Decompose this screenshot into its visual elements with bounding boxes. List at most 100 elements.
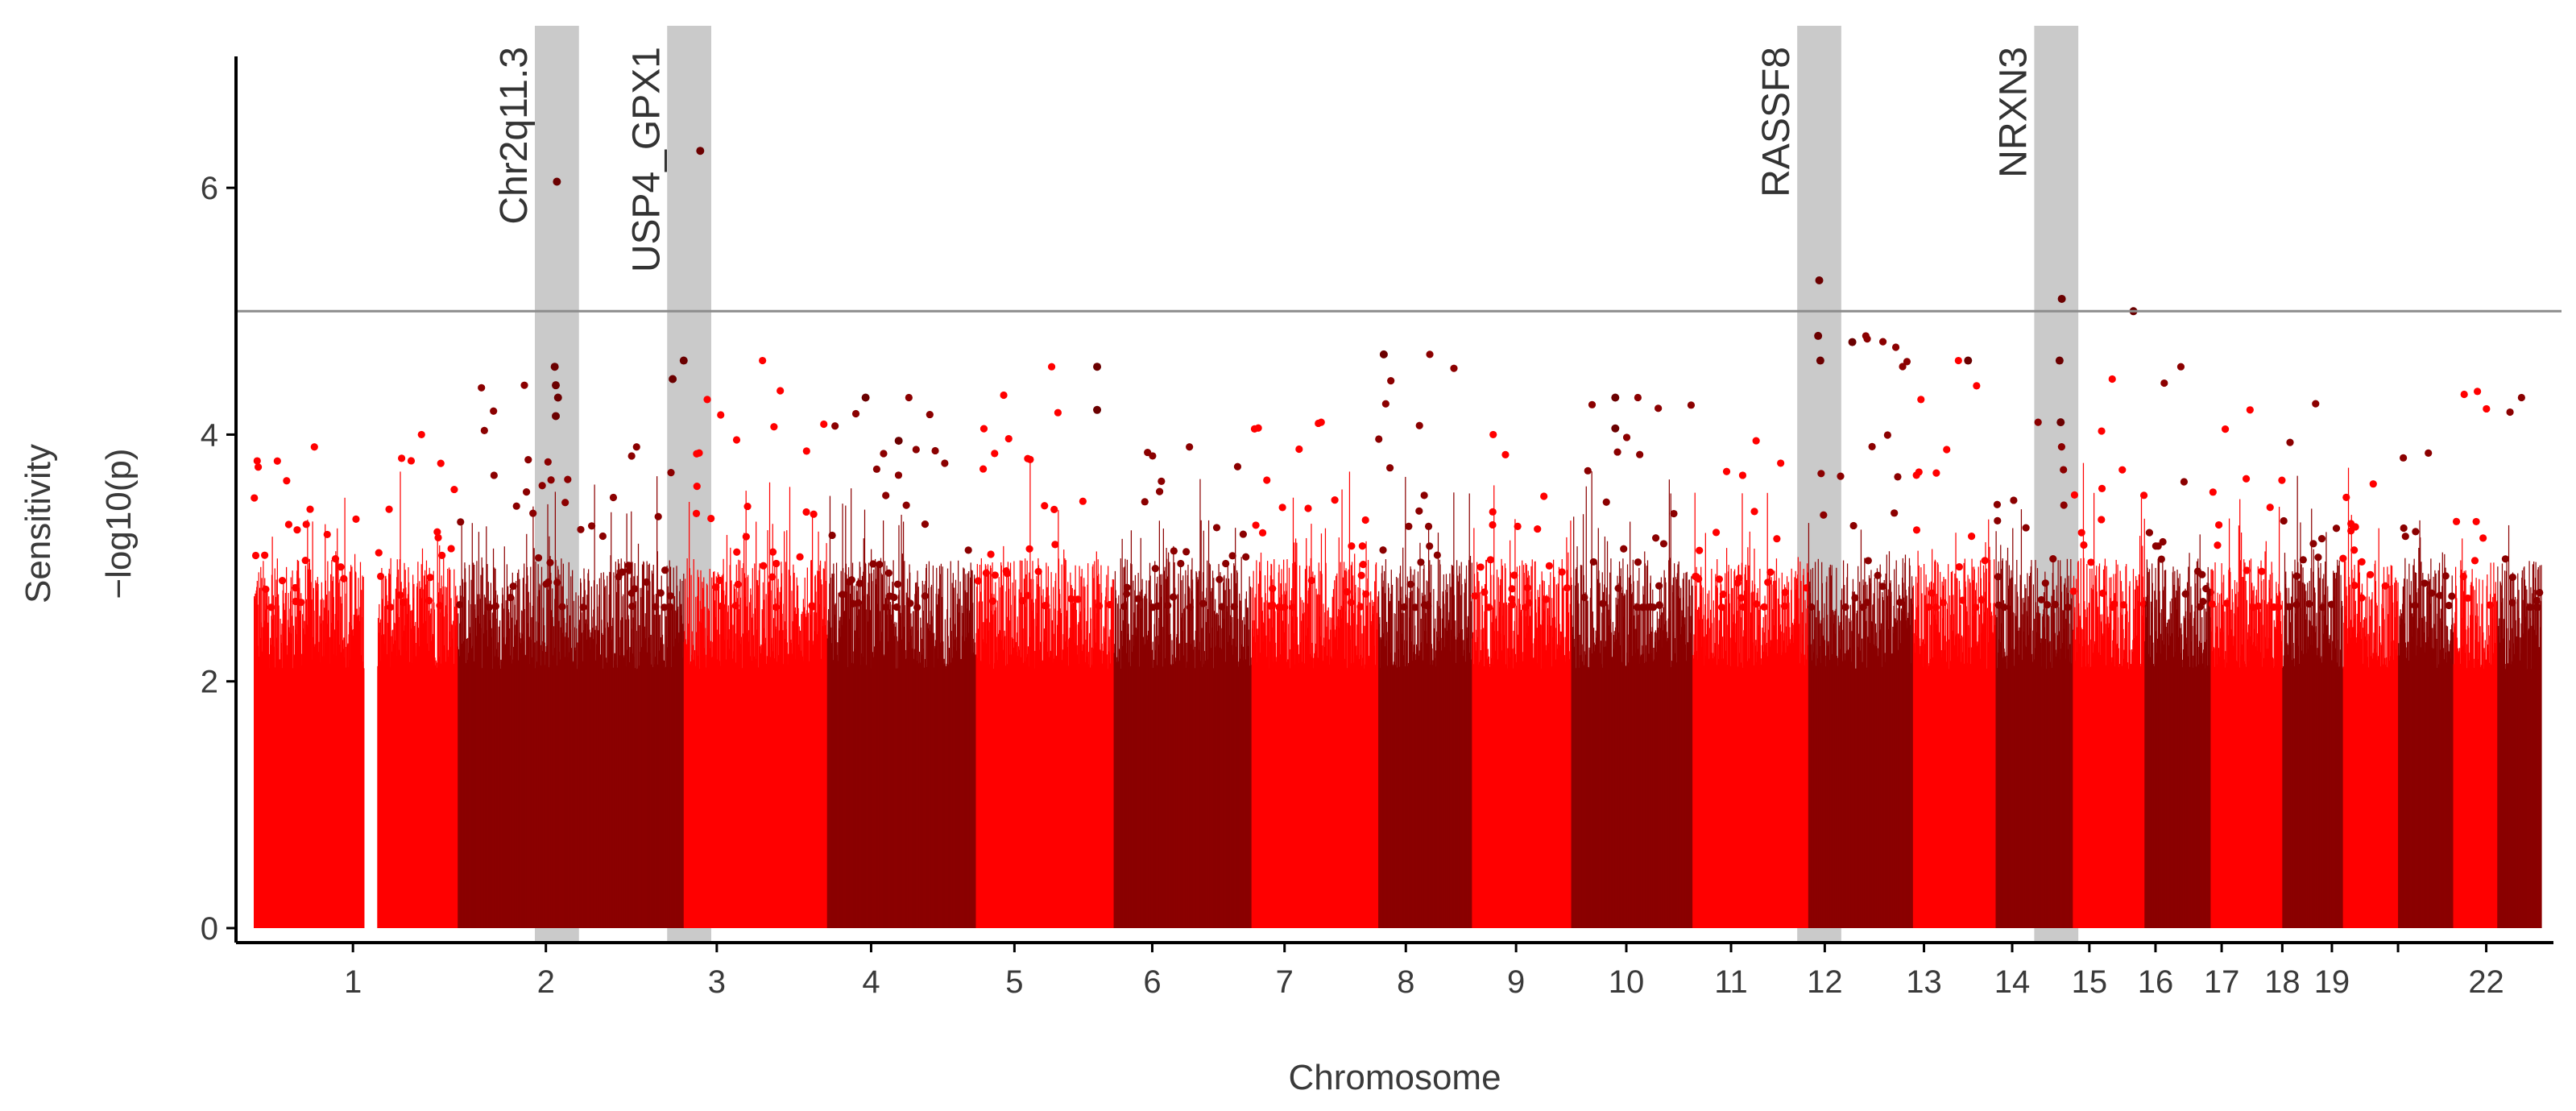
point-column-1-152: [453, 569, 455, 928]
point-column-16-34: [2012, 611, 2015, 928]
point-column-18-99: [2194, 572, 2196, 928]
point-column-4-203: [785, 628, 787, 928]
point-column-6-91: [1021, 561, 1023, 928]
point-column-20-9: [2287, 643, 2288, 928]
point-column-5-182: [918, 663, 920, 928]
point-column-17-133: [2139, 664, 2141, 928]
point-column-1-30: [392, 629, 394, 928]
point-column-0-97: [302, 628, 304, 928]
point-column-13-13: [1699, 607, 1700, 928]
point-4-12: [760, 562, 768, 570]
point-column-16-47: [2019, 630, 2021, 928]
point-column-6-240: [1096, 613, 1098, 928]
point-column-4-240: [804, 577, 806, 928]
point-1-10: [438, 551, 446, 559]
point-column-13-0: [1692, 655, 1694, 928]
point-column-6-257: [1104, 596, 1107, 928]
point-column-6-85: [1018, 589, 1020, 928]
point-column-9-132: [1444, 628, 1446, 928]
point-column-3-109: [633, 657, 636, 928]
point-column-15-27: [1926, 608, 1928, 928]
point-column-9-127: [1442, 591, 1443, 928]
point-column-8-71: [1286, 659, 1289, 928]
point-column-11-28: [1524, 637, 1526, 928]
point-column-0-86: [296, 559, 298, 928]
point-column-3-84: [621, 617, 623, 928]
point-column-10-2: [1472, 664, 1474, 928]
point-column-0-181: [345, 593, 346, 928]
point-column-2-5: [460, 595, 462, 928]
point-column-16-76: [2034, 618, 2036, 928]
point-1-0: [376, 572, 385, 580]
point-column-5-133: [893, 636, 895, 928]
point-column-4-4: [685, 644, 687, 928]
point-column-12-78: [1610, 558, 1612, 928]
point-column-7-168: [1198, 649, 1199, 928]
point-column-7-239: [1233, 566, 1236, 928]
point-column-8-7: [1255, 642, 1257, 928]
point-column-24-40: [2517, 573, 2519, 928]
point-column-10-39: [1491, 622, 1493, 928]
point-column-0-128: [317, 652, 320, 928]
point-column-18-84: [2186, 582, 2189, 928]
point-column-15-157: [1992, 632, 1994, 928]
point-column-21-59: [2372, 653, 2374, 928]
point-column-14-169: [1893, 605, 1895, 928]
point-12-23: [1643, 603, 1652, 611]
point-23-6: [2452, 517, 2461, 525]
point-column-12-77: [1609, 619, 1611, 928]
point-column-13-45: [1715, 574, 1717, 928]
point-column-14-74: [1845, 615, 1847, 928]
point-column-15-143: [1985, 542, 1986, 928]
point-column-19-101: [2261, 599, 2263, 928]
point-column-0-73: [290, 577, 292, 928]
point-column-4-67: [717, 572, 719, 928]
point-column-12-43: [1592, 642, 1594, 928]
point-column-1-137: [445, 587, 448, 928]
point-column-19-55: [2238, 525, 2240, 928]
point-column-16-73: [2032, 630, 2034, 928]
point-column-3-27: [592, 639, 594, 928]
point-column-12-87: [1614, 627, 1617, 928]
point-column-9-48: [1402, 547, 1404, 928]
point-column-12-203: [1673, 631, 1675, 928]
point-column-9-24: [1390, 593, 1392, 928]
point-column-1-34: [394, 623, 396, 928]
point-15-7: [1917, 396, 1925, 404]
point-column-7-83: [1155, 636, 1157, 928]
point-column-5-7: [830, 627, 832, 928]
point-column-0-8: [257, 645, 259, 928]
point-column-3-24: [590, 587, 592, 928]
point-column-21-35: [2360, 592, 2362, 928]
point-column-0-217: [362, 577, 364, 928]
point-column-7-144: [1186, 642, 1187, 928]
point-column-9-99: [1427, 528, 1430, 928]
point-1-15: [434, 533, 442, 542]
point-column-8-86: [1294, 664, 1296, 928]
point-column-16-65: [2028, 635, 2030, 928]
point-6-21: [1018, 596, 1026, 605]
point-column-20-17: [2291, 596, 2292, 928]
point-column-12-159: [1650, 653, 1653, 928]
point-column-3-38: [598, 630, 599, 928]
point-0-12: [306, 505, 314, 513]
point-column-19-23: [2222, 604, 2224, 928]
point-column-2-17: [466, 638, 468, 928]
point-column-14-152: [1884, 661, 1886, 928]
point-column-8-75: [1289, 668, 1290, 928]
point-column-6-112: [1032, 561, 1033, 928]
point-column-18-33: [2160, 609, 2163, 928]
point-column-0-0: [254, 596, 255, 928]
point-column-11-110: [1566, 537, 1568, 928]
point-column-7-59: [1143, 645, 1145, 928]
point-column-2-169: [542, 607, 545, 928]
point-column-14-99: [1857, 633, 1859, 928]
point-8-17: [1295, 445, 1303, 454]
point-column-18-64: [2176, 570, 2178, 928]
point-column-20-92: [2329, 642, 2330, 928]
point-column-21-23: [2354, 615, 2356, 928]
point-column-3-19: [588, 580, 590, 928]
point-column-17-53: [2099, 655, 2101, 928]
point-column-14-83: [1849, 604, 1851, 928]
point-column-5-22: [838, 592, 839, 928]
